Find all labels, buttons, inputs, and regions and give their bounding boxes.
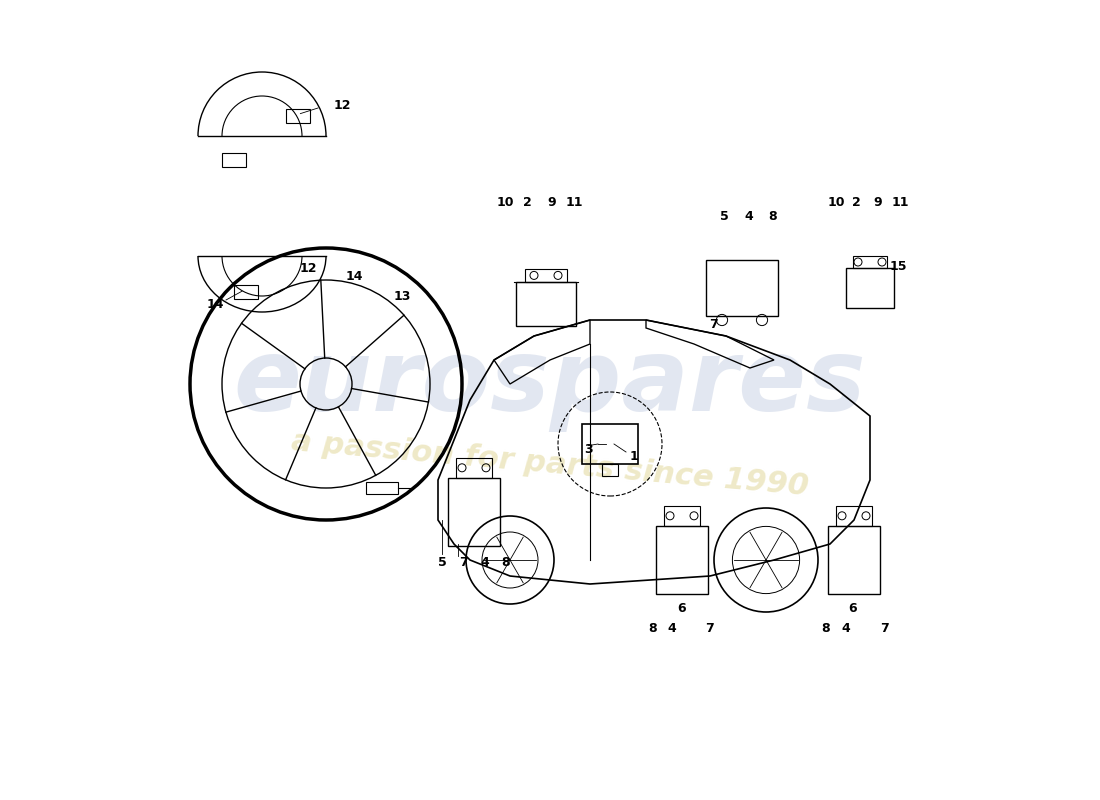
- Text: 5: 5: [438, 556, 447, 569]
- Text: 14: 14: [345, 270, 363, 282]
- Text: 2: 2: [524, 196, 532, 209]
- Bar: [656, 526, 708, 594]
- Text: 6: 6: [848, 602, 857, 614]
- Text: eurospares: eurospares: [233, 335, 867, 433]
- Text: 8: 8: [502, 556, 510, 569]
- Text: 11: 11: [565, 196, 583, 209]
- Text: 4: 4: [480, 556, 488, 569]
- Bar: [455, 458, 492, 478]
- Text: 8: 8: [648, 622, 657, 634]
- Text: 10: 10: [496, 196, 514, 209]
- Text: 9: 9: [548, 196, 556, 209]
- Text: 8: 8: [822, 622, 830, 634]
- Bar: [366, 482, 398, 494]
- Text: 7: 7: [710, 318, 718, 331]
- Bar: [706, 260, 778, 316]
- Bar: [854, 256, 887, 268]
- Text: 8: 8: [768, 210, 777, 222]
- Text: 1: 1: [629, 450, 638, 462]
- Bar: [516, 282, 576, 326]
- Bar: [602, 464, 618, 476]
- Bar: [836, 506, 872, 526]
- Text: 14: 14: [207, 298, 224, 310]
- Bar: [448, 478, 501, 546]
- Text: 7: 7: [705, 622, 714, 634]
- Text: 12: 12: [333, 99, 351, 112]
- Bar: [286, 109, 310, 123]
- Text: 9: 9: [873, 196, 882, 209]
- Text: 10: 10: [827, 196, 845, 209]
- Bar: [525, 269, 566, 282]
- Text: 4: 4: [842, 622, 850, 634]
- Text: 4: 4: [668, 622, 676, 634]
- Text: 11: 11: [892, 196, 909, 209]
- Text: 12: 12: [299, 262, 317, 274]
- Bar: [582, 424, 638, 464]
- Text: 2: 2: [852, 196, 861, 209]
- Text: 5: 5: [720, 210, 729, 222]
- Text: 13: 13: [394, 290, 410, 302]
- Text: 7: 7: [880, 622, 889, 634]
- Text: 6: 6: [678, 602, 686, 614]
- Bar: [222, 153, 246, 167]
- Bar: [828, 526, 880, 594]
- Text: a passion for parts since 1990: a passion for parts since 1990: [290, 427, 810, 501]
- Bar: [846, 268, 894, 308]
- Text: 15: 15: [889, 260, 906, 273]
- Text: 3: 3: [584, 443, 593, 456]
- Text: 7: 7: [459, 556, 468, 569]
- Bar: [663, 506, 701, 526]
- Text: 4: 4: [744, 210, 752, 222]
- Bar: [234, 285, 258, 299]
